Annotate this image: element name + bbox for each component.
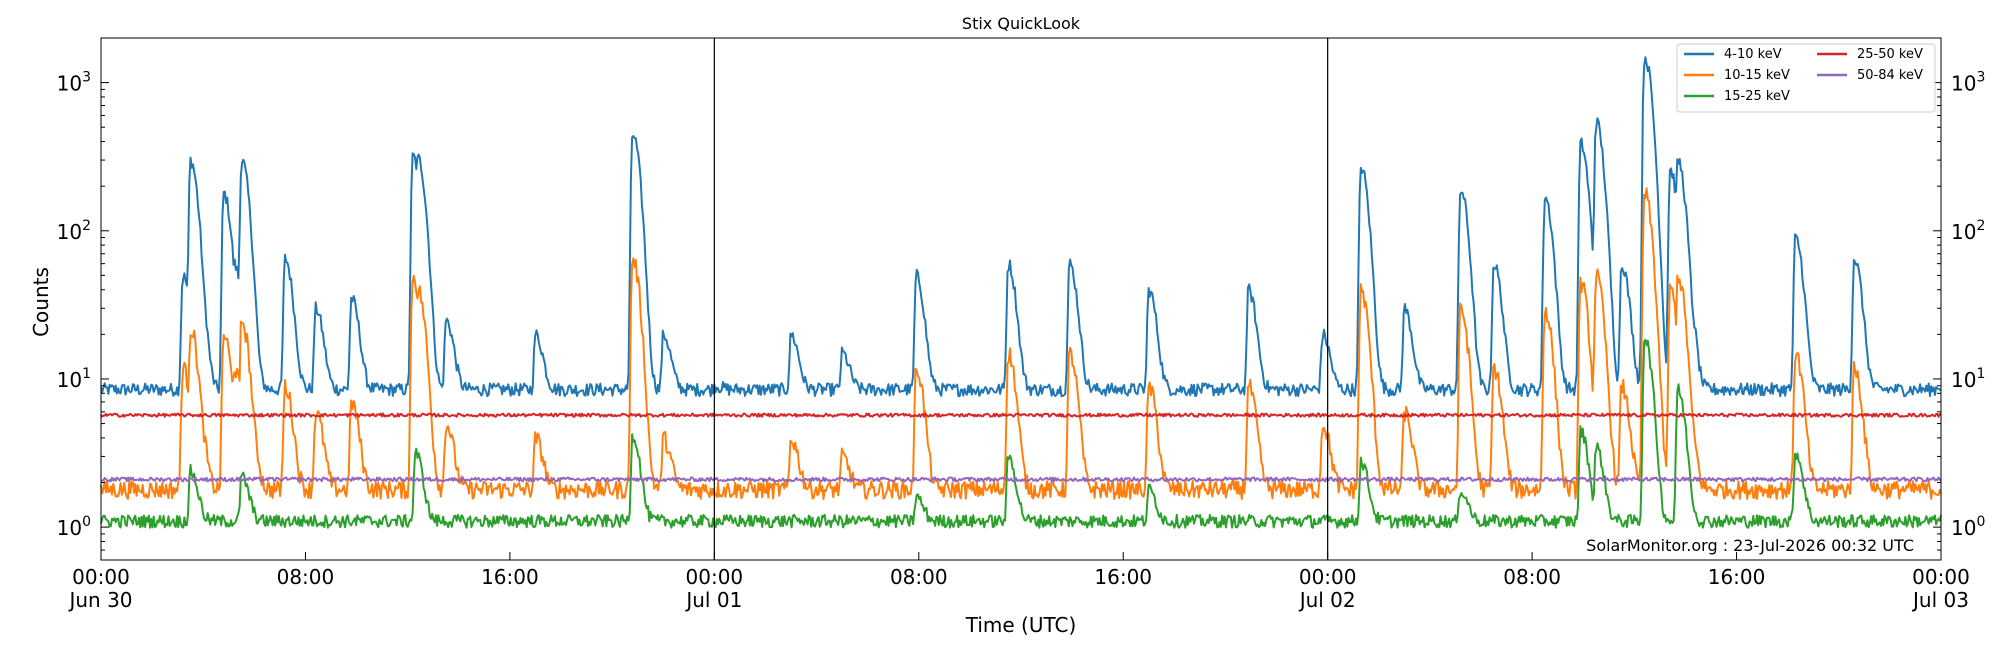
x-tick-label: 08:00 — [1503, 565, 1561, 589]
x-tick-label: 00:00 — [686, 565, 744, 589]
x-tick-label: 08:00 — [890, 565, 948, 589]
y-tick-label: 102 — [57, 218, 91, 244]
legend-label-10-15-kev: 10-15 keV — [1724, 68, 1790, 83]
x-tick-date-label: Jul 03 — [1911, 588, 1969, 612]
y-tick-label: 100 — [57, 514, 91, 540]
series-line-15-25-kev — [100, 338, 1942, 529]
x-tick-label: 00:00 — [72, 565, 130, 589]
y-tick-label: 101 — [57, 366, 91, 392]
y-axis-ticks: 100 100 101 101 102 102 103 103 — [57, 37, 1985, 561]
legend: 4-10 keV 10-15 keV 15-25 keV 25-50 keV 50-84… — [1676, 43, 1936, 113]
x-tick-label: 16:00 — [1094, 565, 1152, 589]
x-tick-label: 08:00 — [277, 565, 335, 589]
watermark-annotation: SolarMonitor.org : 23-Jul-2026 00:32 UTC — [1586, 536, 1914, 555]
series-line-50-84-kev — [100, 476, 1942, 483]
series-layer — [100, 56, 1942, 529]
x-tick-label: 16:00 — [481, 565, 539, 589]
legend-label-15-25-kev: 15-25 keV — [1724, 89, 1790, 104]
series-line-25-50-kev — [100, 412, 1942, 418]
day-boundary-lines — [713, 38, 1329, 560]
y-tick-label: 103 — [57, 70, 91, 96]
legend-label-4-10-kev: 4-10 keV — [1724, 47, 1782, 62]
x-tick-label: 00:00 — [1912, 565, 1970, 589]
x-tick-date-label: Jul 02 — [1298, 588, 1356, 612]
legend-label-50-84-kev: 50-84 keV — [1857, 68, 1923, 83]
x-tick-label: 16:00 — [1708, 565, 1766, 589]
y-tick-label-right: 102 — [1951, 218, 1985, 244]
y-tick-label-right: 101 — [1951, 366, 1985, 392]
y-axis-label: Counts — [29, 267, 53, 337]
series-line-4-10-kev — [100, 56, 1942, 398]
series-line-10-15-kev — [100, 187, 1942, 500]
legend-label-25-50-kev: 25-50 keV — [1857, 47, 1923, 62]
y-tick-label-right: 103 — [1951, 70, 1985, 96]
chart-title: Stix QuickLook — [962, 14, 1081, 33]
x-tick-date-label: Jun 30 — [67, 588, 132, 612]
x-tick-date-label: Jul 01 — [684, 588, 742, 612]
x-axis-label: Time (UTC) — [965, 613, 1077, 637]
y-tick-label-right: 100 — [1951, 514, 1985, 540]
x-tick-label: 00:00 — [1299, 565, 1357, 589]
plot-frame — [100, 37, 1942, 561]
legend-frame — [1676, 43, 1936, 113]
